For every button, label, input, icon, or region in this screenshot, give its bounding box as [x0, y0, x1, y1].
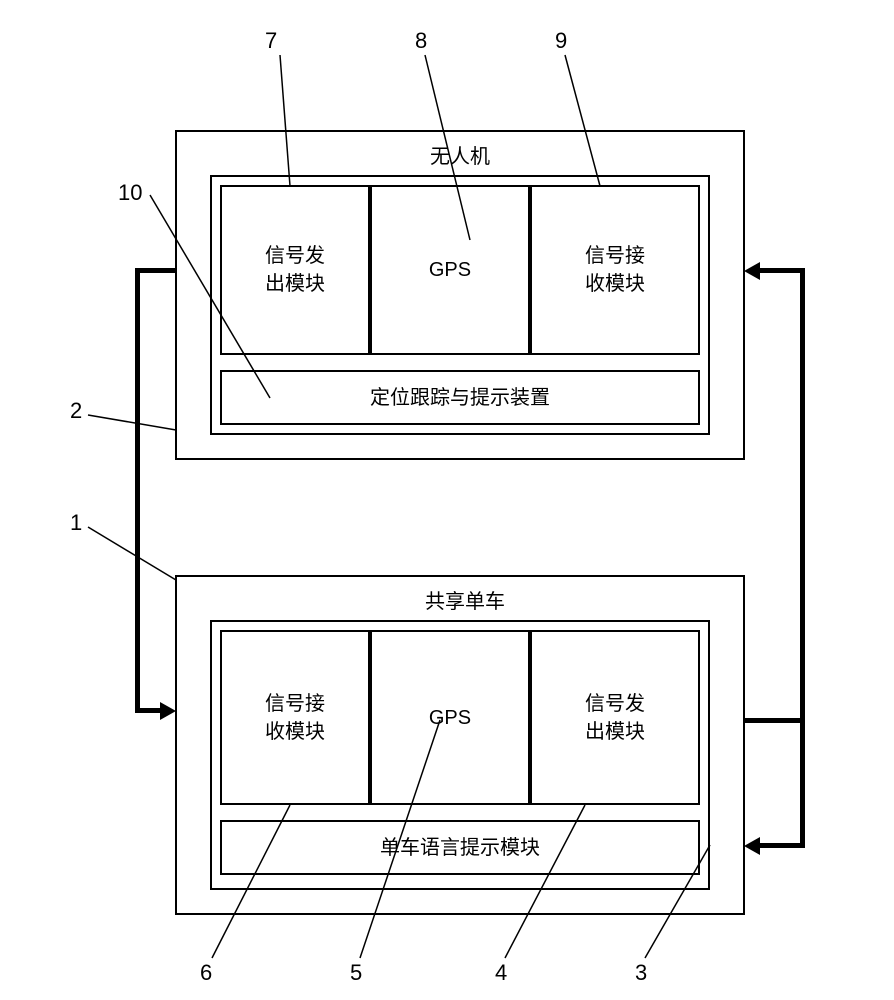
flow-right-branch-h [758, 843, 805, 848]
cell-6-signal-recv: 信号接收模块 [220, 630, 370, 805]
label-1: 1 [70, 510, 82, 536]
cell-3-voice-prompt: 单车语言提示模块 [220, 820, 700, 875]
flow-left-arrow [160, 702, 176, 720]
cell-7-label: 信号发出模块 [261, 238, 329, 302]
upper-title: 无人机 [400, 140, 520, 169]
label-6: 6 [200, 960, 212, 986]
label-7: 7 [265, 28, 277, 54]
flow-right-v [800, 268, 805, 848]
cell-9-signal-recv: 信号接收模块 [530, 185, 700, 355]
label-2: 2 [70, 398, 82, 424]
cell-10-tracking: 定位跟踪与提示装置 [220, 370, 700, 425]
cell-8-label: GPS [425, 252, 475, 288]
cell-5-label: GPS [425, 700, 475, 736]
cell-4-label: 信号发出模块 [581, 686, 649, 750]
label-8: 8 [415, 28, 427, 54]
label-3: 3 [635, 960, 647, 986]
flow-left-v [135, 268, 140, 713]
label-9: 9 [555, 28, 567, 54]
cell-3-label: 单车语言提示模块 [376, 830, 544, 866]
flow-left-h2 [135, 708, 163, 713]
cell-7-signal-send: 信号发出模块 [220, 185, 370, 355]
cell-8-gps: GPS [370, 185, 530, 355]
flow-right-arrow-up [744, 262, 760, 280]
cell-10-label: 定位跟踪与提示装置 [366, 380, 554, 416]
cell-6-label: 信号接收模块 [261, 686, 329, 750]
cell-9-label: 信号接收模块 [581, 238, 649, 302]
label-10: 10 [118, 180, 142, 206]
lower-title: 共享单车 [395, 585, 535, 614]
cell-5-gps: GPS [370, 630, 530, 805]
flow-right-arrow-branch [744, 837, 760, 855]
label-4: 4 [495, 960, 507, 986]
flow-right-h2 [758, 268, 805, 273]
cell-4-signal-send: 信号发出模块 [530, 630, 700, 805]
flow-right-h1 [745, 718, 805, 723]
diagram-canvas: 无人机 信号发出模块 GPS 信号接收模块 定位跟踪与提示装置 共享单车 信号接… [0, 0, 894, 1000]
label-5: 5 [350, 960, 362, 986]
flow-left-h1 [135, 268, 177, 273]
